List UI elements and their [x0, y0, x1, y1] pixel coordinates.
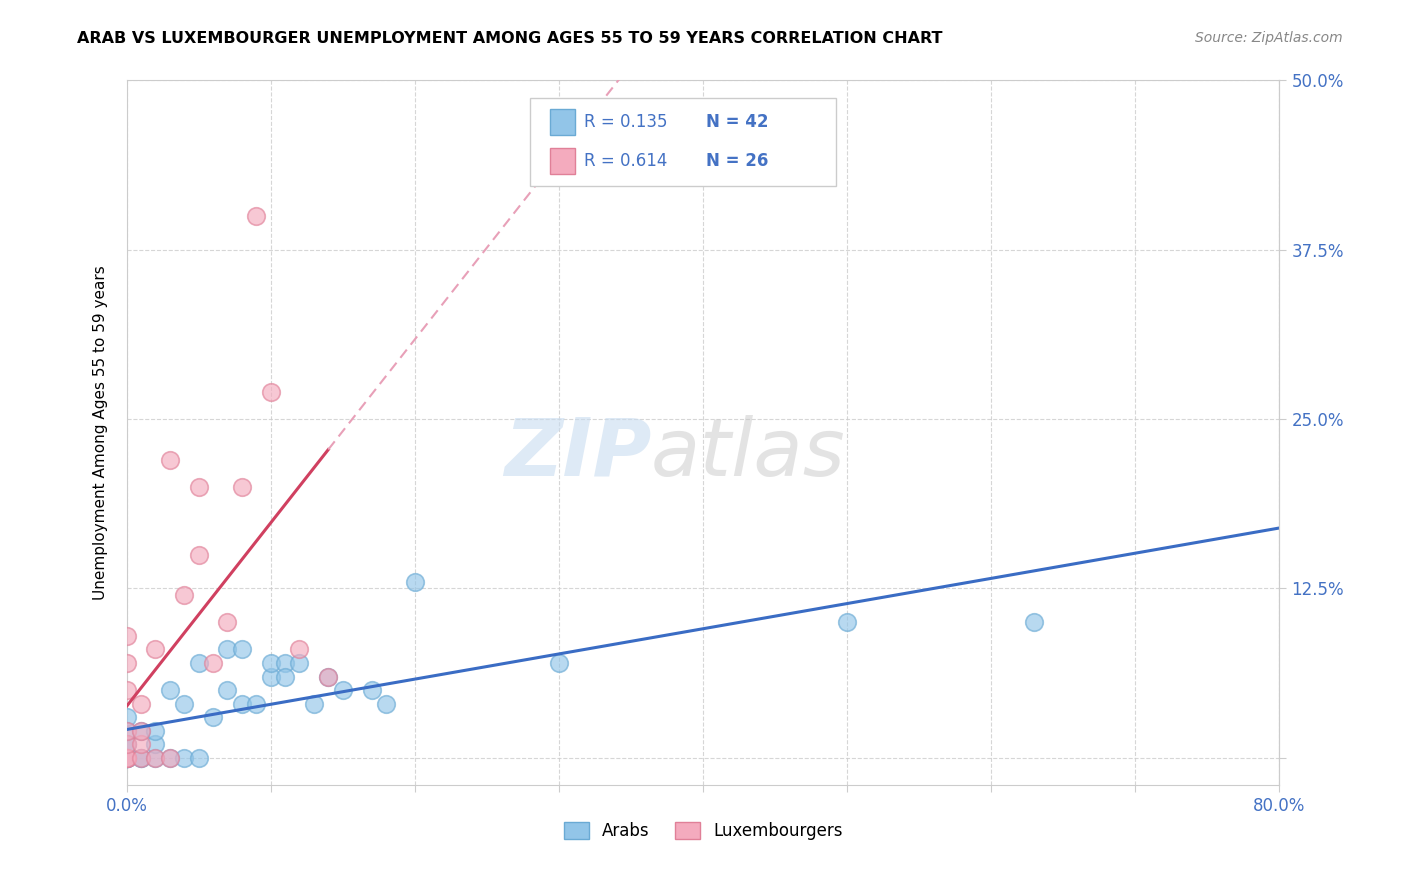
- Point: [187, 480, 209, 494]
- Point: [360, 683, 382, 698]
- Point: [374, 697, 398, 711]
- Point: [159, 452, 181, 467]
- Point: [115, 723, 138, 738]
- Point: [145, 751, 166, 765]
- Point: [115, 751, 138, 765]
- Point: [173, 751, 195, 765]
- Text: Source: ZipAtlas.com: Source: ZipAtlas.com: [1195, 31, 1343, 45]
- Point: [302, 697, 325, 711]
- FancyBboxPatch shape: [550, 147, 575, 174]
- Text: N = 26: N = 26: [706, 152, 769, 170]
- Point: [129, 723, 152, 738]
- Point: [187, 751, 209, 765]
- Point: [332, 683, 354, 698]
- Text: atlas: atlas: [651, 415, 846, 492]
- Point: [548, 656, 571, 670]
- Point: [129, 751, 152, 765]
- Point: [115, 751, 138, 765]
- Point: [115, 629, 138, 643]
- Point: [274, 656, 297, 670]
- Text: R = 0.135: R = 0.135: [585, 113, 668, 131]
- Point: [187, 548, 209, 562]
- Text: N = 42: N = 42: [706, 113, 769, 131]
- Point: [217, 683, 239, 698]
- Point: [115, 737, 138, 751]
- Point: [259, 669, 281, 683]
- Point: [231, 642, 253, 657]
- Point: [159, 751, 181, 765]
- Point: [115, 751, 138, 765]
- Point: [835, 615, 858, 630]
- FancyBboxPatch shape: [550, 109, 575, 136]
- Point: [1024, 615, 1046, 630]
- Point: [173, 697, 195, 711]
- Point: [259, 384, 281, 399]
- Point: [115, 751, 138, 765]
- Point: [115, 710, 138, 724]
- Point: [115, 751, 138, 765]
- Point: [129, 723, 152, 738]
- FancyBboxPatch shape: [530, 98, 835, 186]
- Point: [202, 656, 225, 670]
- Point: [274, 669, 297, 683]
- Text: ZIP: ZIP: [503, 415, 651, 492]
- Point: [288, 656, 311, 670]
- Point: [115, 723, 138, 738]
- Point: [115, 751, 138, 765]
- Point: [159, 683, 181, 698]
- Y-axis label: Unemployment Among Ages 55 to 59 years: Unemployment Among Ages 55 to 59 years: [93, 265, 108, 600]
- Point: [129, 751, 152, 765]
- Text: ARAB VS LUXEMBOURGER UNEMPLOYMENT AMONG AGES 55 TO 59 YEARS CORRELATION CHART: ARAB VS LUXEMBOURGER UNEMPLOYMENT AMONG …: [77, 31, 943, 46]
- Point: [115, 737, 138, 751]
- Point: [404, 574, 426, 589]
- Point: [288, 642, 311, 657]
- Point: [115, 751, 138, 765]
- Point: [187, 656, 209, 670]
- Point: [145, 751, 166, 765]
- Point: [318, 669, 340, 683]
- Point: [173, 588, 195, 602]
- Point: [115, 737, 138, 751]
- Point: [217, 642, 239, 657]
- Legend: Arabs, Luxembourgers: Arabs, Luxembourgers: [557, 815, 849, 847]
- Point: [245, 209, 267, 223]
- Point: [231, 480, 253, 494]
- Point: [129, 751, 152, 765]
- Point: [115, 751, 138, 765]
- Text: R = 0.614: R = 0.614: [585, 152, 668, 170]
- Point: [129, 697, 152, 711]
- Point: [318, 669, 340, 683]
- Point: [145, 723, 166, 738]
- Point: [115, 751, 138, 765]
- Point: [115, 656, 138, 670]
- Point: [159, 751, 181, 765]
- Point: [245, 697, 267, 711]
- Point: [145, 642, 166, 657]
- Point: [115, 683, 138, 698]
- Point: [217, 615, 239, 630]
- Point: [145, 737, 166, 751]
- Point: [259, 656, 281, 670]
- Point: [231, 697, 253, 711]
- Point: [129, 737, 152, 751]
- Point: [202, 710, 225, 724]
